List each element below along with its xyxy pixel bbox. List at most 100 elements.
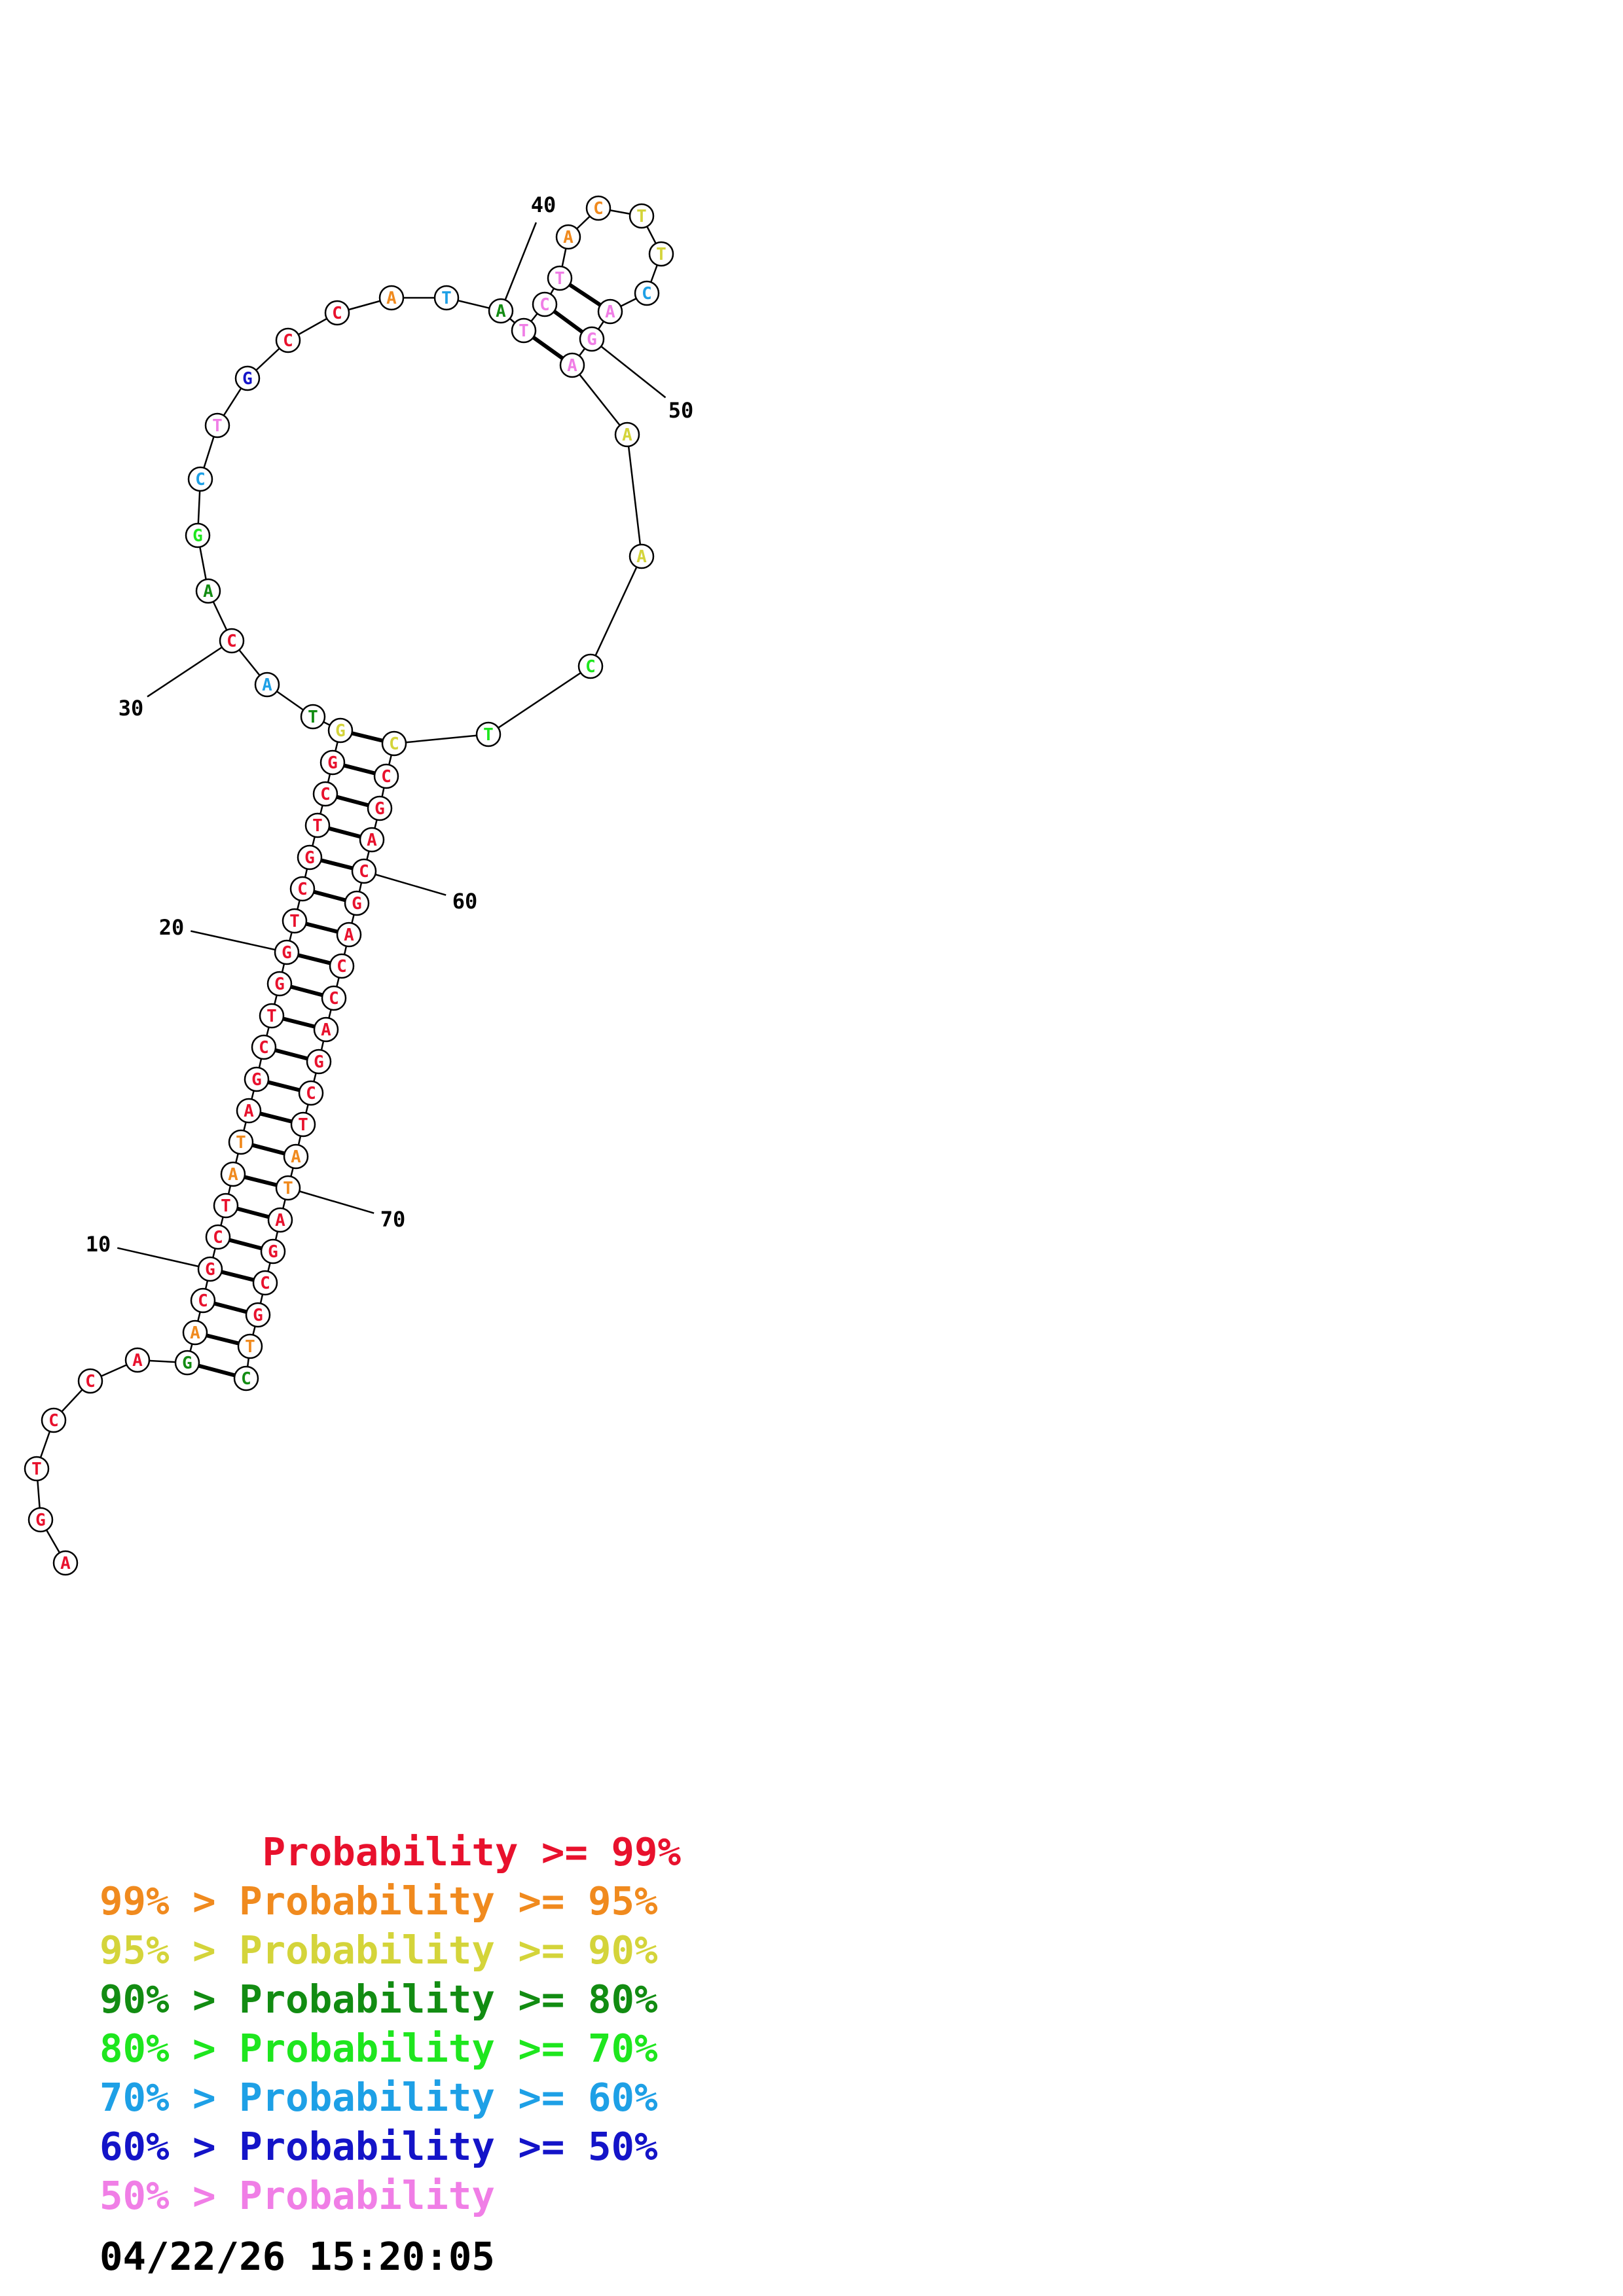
nucleotide-circle [344,890,370,916]
nucleotide-letter: G [282,943,292,963]
nucleotide-letter: A [244,1102,254,1121]
nucleotide-circle [275,1175,301,1201]
backbone-segment [488,665,591,736]
nucleotide-letter: G [253,1306,263,1325]
nucleotide: T [275,1175,301,1201]
position-label: 20 [159,915,185,940]
nucleotide-circle [304,812,331,838]
nucleotide-circle [585,195,611,221]
nucleotide-letter: C [48,1411,59,1431]
nucleotide-letter: T [555,269,565,289]
nucleotide: C [252,1270,278,1296]
nucleotide: G [27,1507,54,1533]
position-tick [147,639,232,698]
nucleotide-circle [195,578,221,604]
nucleotide-letter: A [203,582,213,601]
nucleotide-circle [245,1302,271,1328]
nucleotide-letter: G [192,526,203,546]
nucleotide-circle [312,781,338,807]
nucleotide-letter: T [636,207,647,226]
nucleotide-letter: C [389,734,399,754]
nucleotide-circle [267,1207,293,1233]
nucleotide-letter: G [304,848,315,868]
nucleotide: A [555,224,581,250]
nucleotide-letter: A [321,1020,331,1040]
nucleotide-circle [254,672,280,698]
nucleotide-circle [629,543,655,569]
nucleotide-circle [228,1129,254,1155]
position-ticks: 10 20 30 40 50 60 70 [86,192,693,1270]
legend-line-95: 99% > Probability >= 95% [100,1878,658,1924]
nucleotide-circle [313,1016,339,1043]
nucleotide: A [195,578,221,604]
nucleotide-letter: C [593,199,604,219]
nucleotide-letter: C [329,989,339,1009]
nucleotide: A [236,1098,262,1124]
nucleotide: C [381,730,407,757]
nucleotide-letter: C [332,304,342,323]
legend-line-below-50: 50% > Probability [100,2173,495,2218]
nucleotide: T [237,1333,263,1359]
nucleotide-letter: G [251,1070,262,1090]
nucleotide-letter: A [567,356,577,376]
nucleotide-letter: T [266,1007,277,1026]
nucleotide: G [174,1350,200,1376]
nucleotide-letter: T [308,708,318,727]
nucleotide-letter: A [228,1165,238,1185]
nucleotide-letter: T [656,245,666,264]
backbone-segment [572,365,628,435]
nucleotide: A [52,1550,79,1576]
nucleotide: C [329,953,355,979]
nucleotide: T [290,1111,316,1138]
nucleotide-letter: C [259,1038,269,1058]
nucleotide-circle [367,795,393,821]
nucleotide-letter: G [242,369,253,389]
nucleotide: A [124,1347,151,1373]
nucleotide-letter: C [585,657,596,677]
nucleotide-circle [327,717,354,744]
nucleotide-letter: C [213,1228,223,1247]
nucleotide-circle [24,1456,50,1482]
nucleotide-circle [283,1143,309,1170]
nucleotide-letter: T [236,1133,246,1153]
nucleotide-circle [319,749,346,776]
nucleotide-letter: C [306,1084,316,1103]
backbone-segment [626,434,643,557]
nucleotide-letter: G [274,975,285,994]
nucleotide: G [260,1238,286,1265]
nucleotide: C [585,195,611,221]
nucleotide: A [254,672,280,698]
nucleotide-letter: G [374,799,385,819]
nucleotide-circle [190,1287,216,1314]
nucleotide-letter: A [291,1147,301,1167]
nucleotide-circle [577,653,604,679]
nucleotide-circle [197,1256,223,1282]
position-label: 40 [531,192,556,217]
nucleotide: G [266,971,293,997]
nucleotide: T [204,412,230,439]
nucleotide: C [219,628,245,654]
nucleotide-circle [236,1098,262,1124]
nucleotide: T [475,721,501,747]
nucleotide-letter: C [642,284,652,304]
nucleotide-letter: A [563,228,574,247]
nucleotide: G [579,326,605,352]
nucleotide-circle [252,1270,278,1296]
nucleotide-circle [77,1368,103,1394]
nucleotide-letter: A [605,302,615,322]
nucleotide-circle [475,721,501,747]
nucleotide: C [190,1287,216,1314]
nucleotide: C [41,1407,67,1433]
nucleotide-circle [213,1193,239,1219]
nucleotide: C [312,781,338,807]
nucleotide-circle [266,971,293,997]
nucleotide-letter: G [268,1242,278,1262]
nucleotide: A [283,1143,309,1170]
nucleotide-circle [259,1003,285,1029]
nucleotide-letter: A [275,1211,285,1230]
nucleotide-circle [532,291,558,317]
nucleotide: T [629,203,655,229]
nucleotide: A [629,543,655,569]
nucleotide-circle [219,628,245,654]
